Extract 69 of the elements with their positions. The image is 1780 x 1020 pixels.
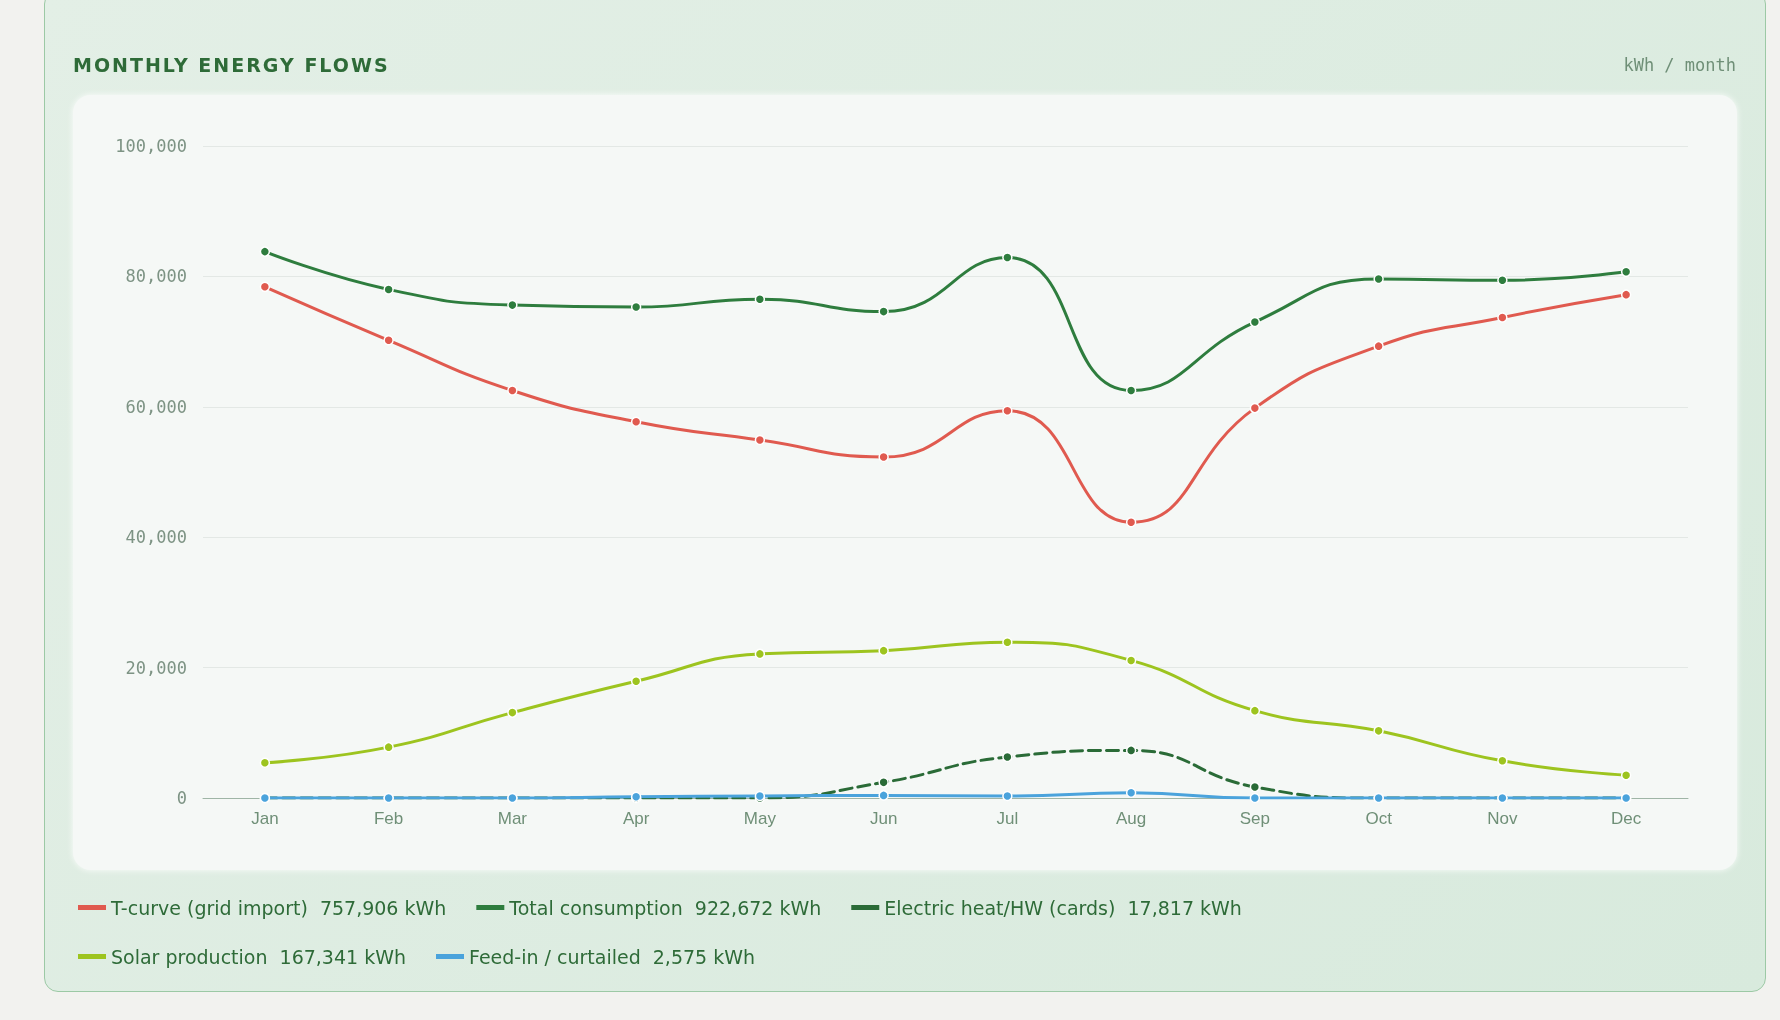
x-tick-label: Jan [251, 809, 279, 828]
point [1620, 266, 1632, 278]
x-tick-label: May [743, 809, 777, 828]
point [1125, 745, 1137, 756]
point [383, 284, 394, 295]
point [630, 676, 642, 687]
point [1620, 289, 1632, 300]
point [1373, 340, 1384, 352]
legend-label: Feed-in / curtailed 2,575 kWh [469, 945, 756, 968]
point [259, 246, 271, 257]
point [878, 645, 889, 656]
y-tick-label: 0 [176, 788, 187, 808]
point [259, 757, 271, 769]
point [507, 707, 518, 718]
point [1249, 792, 1261, 804]
legend-label: Electric heat/HW (cards) 17,817 kWh [884, 896, 1242, 919]
point [754, 648, 766, 660]
point [878, 777, 889, 788]
x-tick-label: Nov [1487, 809, 1518, 828]
point [1125, 385, 1137, 396]
point [1125, 655, 1137, 666]
point [1497, 755, 1508, 767]
x-tick-label: Apr [622, 809, 650, 828]
point [1249, 781, 1261, 793]
point [1373, 725, 1384, 737]
point [754, 293, 766, 305]
point [1002, 405, 1013, 416]
x-tick-label: Mar [497, 809, 528, 828]
point [383, 741, 394, 753]
x-tick-label: Jul [996, 809, 1019, 828]
y-tick-label: 100,000 [115, 136, 187, 156]
point [1249, 402, 1261, 414]
point [1002, 751, 1013, 763]
legend-label: Total consumption 922,672 kWh [508, 896, 822, 919]
point [1373, 273, 1384, 285]
legend-label: Solar production 167,341 kWh [111, 945, 407, 968]
point [507, 299, 518, 311]
point [1002, 252, 1013, 263]
x-tick-label: Feb [373, 809, 404, 828]
point [1249, 705, 1261, 716]
point [1002, 636, 1013, 648]
point [1620, 769, 1632, 781]
x-tick-label: Jun [869, 809, 898, 828]
chart-subtitle: kWh / month [1623, 55, 1736, 75]
point [878, 306, 889, 317]
point [878, 451, 889, 463]
x-tick-label: Oct [1365, 809, 1393, 828]
legend-label: T-curve (grid import) 757,906 kWh [110, 896, 447, 919]
point [878, 790, 889, 801]
x-tick-label: Sep [1239, 809, 1270, 828]
point [630, 301, 642, 313]
point [259, 281, 271, 293]
x-tick-label: Aug [1116, 809, 1147, 828]
point [1497, 312, 1508, 323]
y-tick-label: 80,000 [125, 266, 187, 287]
point [1125, 516, 1137, 528]
point [630, 416, 642, 428]
chart-title: MONTHLY ENERGY FLOWS [73, 54, 390, 76]
point [1249, 316, 1261, 328]
point [1497, 275, 1508, 286]
point [507, 385, 518, 396]
y-tick-label: 60,000 [125, 396, 187, 417]
point [1125, 787, 1137, 799]
y-tick-label: 40,000 [125, 527, 187, 548]
point [1002, 790, 1013, 802]
point [383, 335, 394, 346]
x-tick-label: Dec [1611, 809, 1642, 828]
y-tick-label: 20,000 [125, 657, 187, 678]
point [754, 434, 766, 446]
